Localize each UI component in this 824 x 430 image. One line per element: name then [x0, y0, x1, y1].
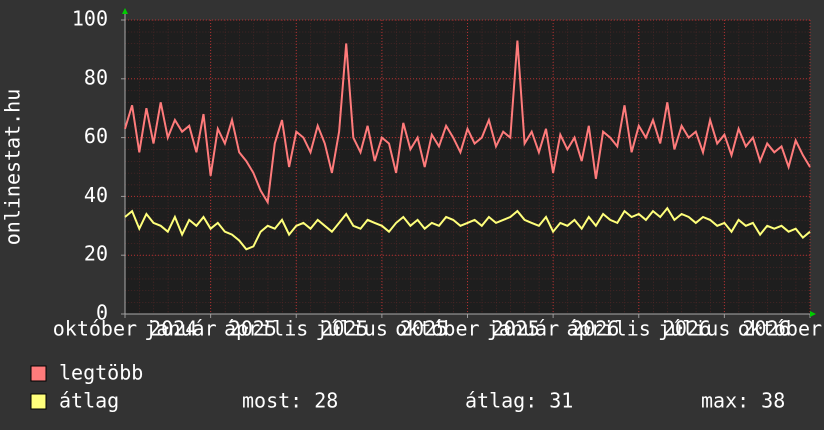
y-tick-label: 0: [96, 301, 108, 325]
x-tick-label: április 2026: [567, 317, 712, 341]
x-tick-label: október 2025: [395, 317, 540, 341]
y-tick-label: 80: [84, 65, 108, 89]
legend-label: átlag: [59, 389, 119, 413]
y-tick-label: 100: [72, 7, 108, 31]
x-tick-label: július 2025: [316, 317, 448, 341]
legend-label: legtöbb: [59, 361, 143, 385]
stat-value: 28: [314, 389, 338, 413]
y-tick-label: 60: [84, 124, 108, 148]
series-line: [124, 40, 811, 206]
y-tick-label: 20: [84, 242, 108, 266]
legend-swatch: [30, 393, 47, 410]
stat-label: átlag:: [465, 389, 537, 413]
x-tick-label: október 2024: [53, 317, 198, 341]
y-tick-label: 40: [84, 183, 108, 207]
axis-arrow: [810, 311, 816, 317]
series-line: [124, 206, 811, 251]
x-tick-label: július 2026: [658, 317, 790, 341]
x-tick-label: október 2026: [738, 317, 824, 341]
x-tick-label: január 2026: [487, 317, 619, 341]
x-tick-label: április 2025: [224, 317, 369, 341]
stat-label: max:: [701, 389, 749, 413]
axis-arrow: [122, 8, 128, 14]
stat-label: most:: [242, 389, 302, 413]
legend-swatch: [30, 365, 47, 382]
stat-value: 38: [761, 389, 785, 413]
x-tick-label: január 2025: [144, 317, 276, 341]
y-axis-label: onlinestat.hu: [1, 89, 25, 246]
stat-value: 31: [549, 389, 573, 413]
